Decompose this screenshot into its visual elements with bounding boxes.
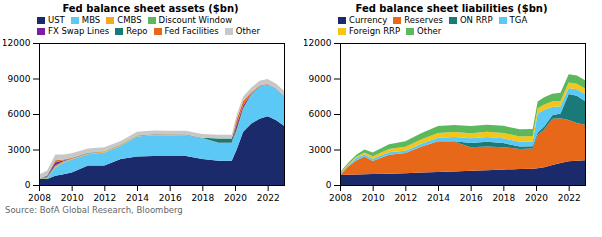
html-text:Other: Other [417, 26, 442, 36]
html-text:Currency: Currency [349, 15, 388, 25]
svg-text:2018: 2018 [492, 193, 515, 203]
svg-text:2008: 2008 [28, 193, 51, 203]
svg-text:2022: 2022 [558, 193, 581, 203]
html-text:Fed balance sheet liabilities: Fed balance sheet liabilities ($bn) [355, 3, 548, 14]
svg-text:2010: 2010 [61, 193, 84, 203]
svg-text:2016: 2016 [460, 193, 483, 203]
html-text:Fed balance sheet assets ($bn): Fed balance sheet assets ($bn) [62, 3, 239, 14]
html-text:Reserves: Reserves [404, 15, 443, 25]
html-text:MBS: MBS [81, 15, 101, 25]
html-text:CMBS: CMBS [117, 15, 142, 25]
svg-text:12000: 12000 [3, 38, 31, 48]
html-text:Discount Window: Discount Window [158, 15, 233, 25]
svg-text:2012: 2012 [394, 193, 417, 203]
svg-text:2014: 2014 [126, 193, 149, 203]
svg-text:6000: 6000 [8, 109, 31, 119]
svg-text:0: 0 [326, 180, 332, 190]
svg-text:2020: 2020 [525, 193, 548, 203]
svg-text:2010: 2010 [362, 193, 385, 203]
svg-text:3000: 3000 [309, 145, 332, 155]
svg-text:6000: 6000 [309, 109, 332, 119]
html-text:FX Swap Lines: FX Swap Lines [48, 26, 110, 36]
svg-text:2020: 2020 [224, 193, 247, 203]
html-text:ON RRP: ON RRP [459, 15, 493, 25]
html-text:Repo: Repo [126, 26, 148, 36]
svg-text:3000: 3000 [8, 145, 31, 155]
svg-text:2022: 2022 [257, 193, 280, 203]
html-text:Other: Other [235, 26, 260, 36]
svg-text:2016: 2016 [159, 193, 182, 203]
svg-text:9000: 9000 [8, 74, 31, 84]
svg-text:9000: 9000 [309, 74, 332, 84]
html-text:UST: UST [48, 15, 65, 25]
html-text:Foreign RRP: Foreign RRP [349, 26, 401, 36]
svg-text:2008: 2008 [329, 193, 352, 203]
svg-text:2018: 2018 [191, 193, 214, 203]
svg-text:2012: 2012 [93, 193, 116, 203]
html-text:Source: BofA Global Research,: Source: BofA Global Research, Bloomberg [5, 205, 183, 215]
svg-text:12000: 12000 [304, 38, 332, 48]
svg-text:0: 0 [25, 180, 31, 190]
html-text:TGA: TGA [509, 15, 528, 25]
svg-text:2014: 2014 [427, 193, 450, 203]
html-text:Fed Facilities: Fed Facilities [164, 26, 219, 36]
